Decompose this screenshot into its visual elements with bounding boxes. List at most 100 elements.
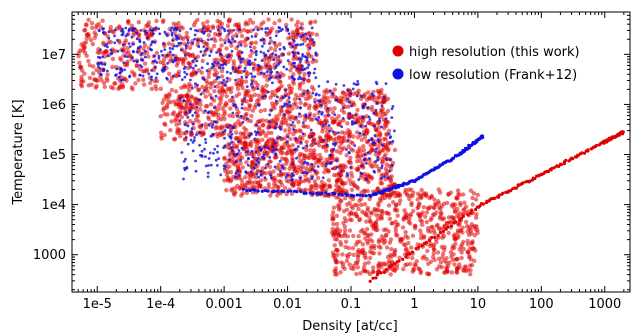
data-point bbox=[273, 178, 278, 183]
data-point bbox=[362, 92, 367, 97]
data-point bbox=[221, 26, 224, 29]
data-point bbox=[227, 40, 231, 44]
data-point bbox=[255, 119, 260, 125]
data-point bbox=[273, 92, 278, 98]
data-point bbox=[351, 233, 356, 239]
data-point bbox=[137, 67, 143, 72]
data-point bbox=[184, 111, 188, 114]
data-point bbox=[338, 198, 343, 204]
data-point bbox=[112, 81, 117, 86]
data-point bbox=[179, 115, 184, 120]
data-point bbox=[401, 242, 407, 247]
data-point bbox=[240, 75, 244, 79]
data-point bbox=[114, 74, 117, 77]
data-point bbox=[177, 41, 181, 45]
data-point bbox=[306, 89, 310, 93]
data-point bbox=[302, 92, 306, 96]
data-point bbox=[256, 152, 262, 157]
data-point bbox=[302, 102, 308, 108]
data-point bbox=[193, 57, 197, 61]
data-point bbox=[266, 185, 271, 190]
data-point bbox=[278, 74, 281, 78]
data-point bbox=[229, 135, 233, 139]
data-point bbox=[135, 50, 139, 54]
data-point bbox=[435, 250, 441, 255]
data-point bbox=[178, 133, 183, 139]
data-point bbox=[269, 68, 273, 71]
data-point bbox=[357, 146, 362, 151]
data-point bbox=[126, 50, 131, 55]
data-point bbox=[292, 148, 296, 152]
data-point bbox=[219, 43, 224, 48]
data-point bbox=[411, 266, 416, 271]
data-point bbox=[187, 105, 192, 111]
data-point bbox=[324, 125, 329, 130]
data-point bbox=[467, 246, 473, 251]
data-point bbox=[459, 255, 464, 261]
data-point bbox=[376, 273, 380, 277]
data-point bbox=[162, 43, 167, 49]
data-point bbox=[275, 189, 280, 193]
data-point bbox=[349, 187, 355, 192]
data-point bbox=[242, 27, 247, 33]
data-point bbox=[272, 181, 277, 187]
data-point bbox=[241, 120, 245, 124]
data-point bbox=[391, 251, 396, 257]
legend-marker-low-resolution bbox=[392, 68, 404, 80]
data-point bbox=[230, 132, 234, 136]
data-point bbox=[334, 149, 340, 154]
data-point bbox=[256, 87, 260, 90]
data-point bbox=[104, 76, 110, 81]
data-point bbox=[304, 166, 309, 171]
data-point bbox=[470, 195, 475, 201]
data-point bbox=[207, 110, 211, 114]
data-point bbox=[274, 99, 278, 103]
data-point bbox=[362, 133, 366, 136]
data-point bbox=[355, 258, 361, 263]
data-point bbox=[403, 190, 408, 195]
x-tick-label: 0.001 bbox=[206, 297, 243, 312]
data-point bbox=[347, 178, 352, 183]
data-point bbox=[163, 65, 167, 69]
data-point bbox=[432, 197, 437, 202]
data-point bbox=[389, 247, 394, 252]
data-point bbox=[379, 215, 384, 220]
data-clouds bbox=[76, 17, 625, 283]
data-point bbox=[210, 24, 216, 29]
data-point bbox=[253, 130, 257, 134]
data-point bbox=[355, 193, 359, 197]
data-point bbox=[277, 112, 282, 117]
data-point bbox=[356, 82, 360, 86]
data-point bbox=[158, 114, 163, 119]
data-point bbox=[328, 153, 332, 157]
data-point bbox=[322, 182, 328, 187]
data-point bbox=[200, 66, 204, 70]
data-point bbox=[383, 262, 388, 267]
data-point bbox=[230, 34, 235, 39]
data-point bbox=[195, 105, 199, 109]
data-point bbox=[259, 178, 264, 183]
data-point bbox=[206, 24, 211, 29]
data-point bbox=[186, 41, 190, 44]
data-point bbox=[255, 49, 258, 53]
data-point bbox=[295, 105, 300, 110]
data-point bbox=[371, 221, 376, 227]
data-point bbox=[100, 18, 105, 23]
data-point bbox=[287, 126, 292, 132]
data-point bbox=[470, 208, 474, 212]
data-point bbox=[266, 49, 270, 53]
data-point bbox=[345, 121, 350, 126]
data-point bbox=[354, 166, 359, 172]
data-point bbox=[206, 74, 211, 80]
data-point bbox=[290, 41, 295, 46]
data-point bbox=[424, 219, 429, 225]
data-point bbox=[360, 242, 366, 247]
data-point bbox=[368, 255, 373, 261]
data-point bbox=[200, 123, 204, 127]
data-point bbox=[235, 86, 241, 92]
data-point bbox=[390, 163, 394, 167]
data-point bbox=[136, 77, 141, 83]
data-point bbox=[376, 158, 380, 162]
data-point bbox=[193, 139, 196, 142]
data-point bbox=[195, 113, 200, 118]
